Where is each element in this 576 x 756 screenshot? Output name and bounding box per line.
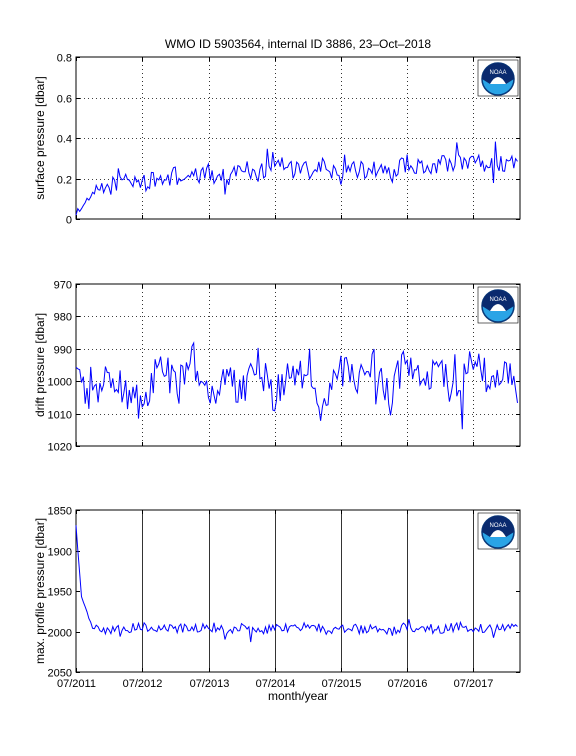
x-tick-label: 07/2017 [454,678,494,690]
y-tick-label: 1000 [48,377,72,389]
panel-1: 0.8 0.6 0.4 0.2 0 surface pressure [dbar] NOAA [33,53,521,227]
series-line [75,525,518,643]
noaa-logo-text: NOAA [489,297,506,303]
y-tick-label: 1850 [48,506,72,518]
series-line [75,341,518,430]
y-tick-label: 1950 [48,587,72,599]
panel-2: 970 980 990 1000 1010 1020 drift pressure [dba… [33,280,521,454]
y-axis-label: max. profile pressure [dbar] [33,518,47,664]
y-tick-label: 2050 [48,668,72,680]
y-tick-label: 1020 [48,442,72,454]
plot-frame [75,56,521,220]
y-tick-label: 970 [54,280,72,292]
y-tick-label: 1010 [48,410,72,422]
y-tick-label: 0.2 [57,175,72,187]
x-tick-label: 07/2013 [190,678,230,690]
y-tick-label: 990 [54,345,72,357]
noaa-logo-icon: NOAA [477,59,519,97]
panels: 0.8 0.6 0.4 0.2 0 surface pressure [dbar] NOAA… [33,53,521,690]
y-tick-label: 0.6 [57,94,72,106]
x-tick-label: 07/2012 [123,678,163,690]
y-axis-label: drift pressure [dbar] [33,313,47,417]
noaa-logo-icon: NOAA [477,512,519,550]
noaa-logo-text: NOAA [489,523,506,529]
x-axis-label: month/year [268,689,328,703]
series-line [75,141,518,216]
figure-title: WMO ID 5903564, internal ID 3886, 23–Oct… [165,37,431,51]
x-tick-label: 07/2015 [322,678,362,690]
noaa-logo-text: NOAA [489,70,506,76]
noaa-logo-icon: NOAA [477,286,519,324]
y-tick-label: 0.8 [57,53,72,65]
x-tick-label: 07/2016 [388,678,428,690]
x-tick-label: 07/2011 [57,678,96,690]
y-tick-label: 0.4 [57,134,72,146]
y-axis-label: surface pressure [dbar] [33,76,47,199]
y-tick-label: 980 [54,312,72,324]
y-tick-label: 2000 [48,628,72,640]
y-tick-label: 1900 [48,547,72,559]
x-tick-label: 07/2014 [256,678,296,690]
plot-frame [75,509,521,673]
y-tick-label: 0 [66,215,72,227]
panel-3: 07/2011 07/2012 07/2013 07/2014 07/2015 07/20… [33,506,521,690]
